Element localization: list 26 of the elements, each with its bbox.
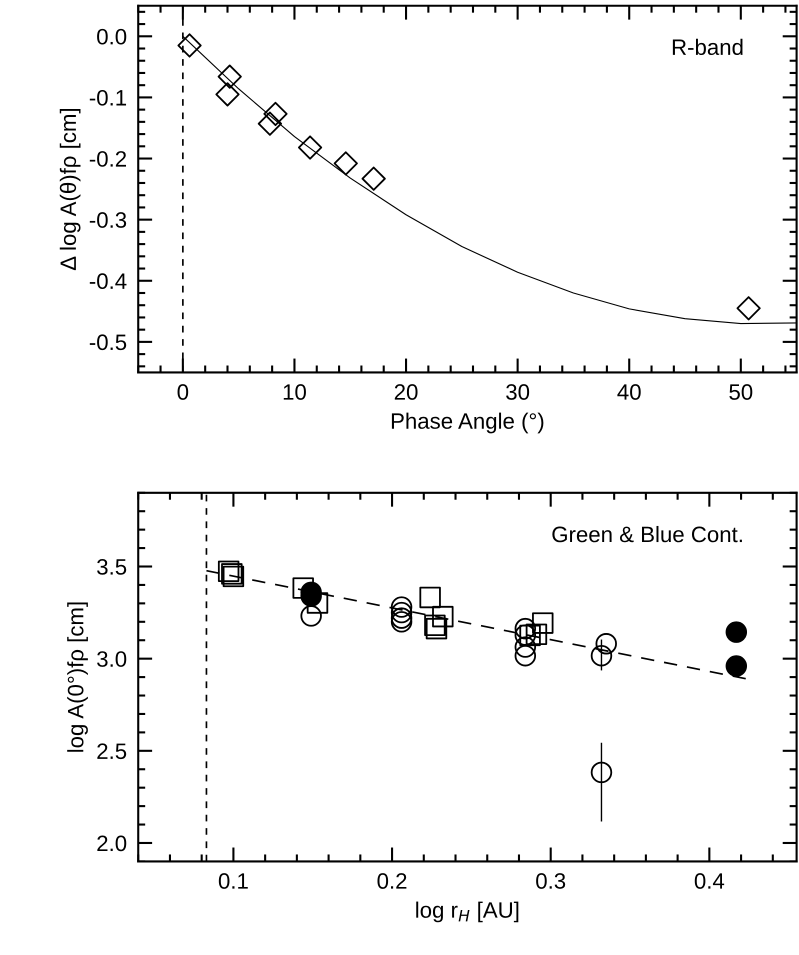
annotation: Green & Blue Cont. [552, 526, 742, 542]
y-axis-title: Δ log A(θ)fρ [cm] [60, 109, 80, 270]
x-tick-label: 20 [394, 384, 418, 400]
x-axis-title: log r$_{H}$ [AU] [416, 902, 518, 922]
y-tick-label: 2.0 [97, 836, 126, 852]
x-axis-title: Phase Angle (°) [392, 412, 544, 434]
y-tick-label: -0.2 [90, 151, 126, 167]
y-tick-label: 2.5 [97, 743, 126, 760]
x-tick-label: 0.4 [694, 873, 724, 889]
x-tick-label: 0.2 [377, 873, 406, 889]
x-tick-label: 10 [284, 384, 306, 400]
x-tick-label: 0 [178, 384, 188, 400]
y-tick-label: -0.1 [90, 90, 126, 106]
x-tick-label: 0.3 [536, 873, 566, 889]
y-tick-label: -0.3 [90, 212, 126, 228]
y-tick-label: -0.5 [90, 334, 126, 350]
y-tick-label: 3.5 [97, 559, 126, 575]
x-tick-label: 50 [729, 384, 752, 400]
x-tick-label: 40 [617, 384, 641, 400]
y-tick-label: -0.4 [90, 273, 126, 290]
y-tick-label: 0.0 [97, 28, 126, 45]
annotation: R-band [672, 38, 743, 56]
y-axis-title: log A(0°)fρ [cm] [67, 602, 88, 752]
x-tick-label: 30 [506, 384, 530, 400]
y-tick-label: 3.0 [97, 651, 126, 667]
x-tick-label: 0.1 [218, 873, 248, 889]
